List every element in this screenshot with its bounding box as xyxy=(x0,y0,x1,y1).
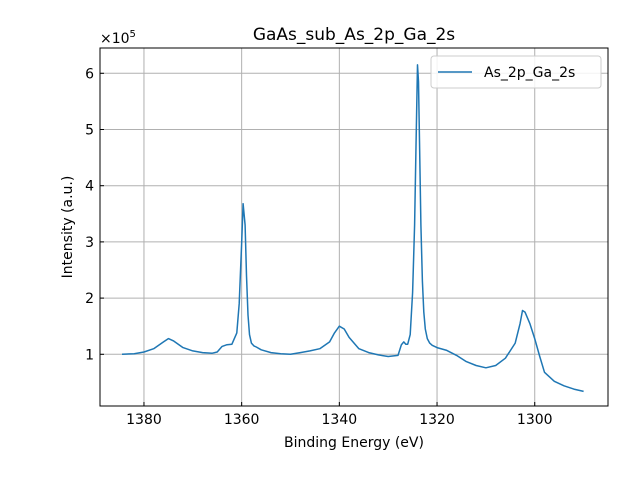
x-axis: 1380 1360 1340 1320 1300 xyxy=(126,402,553,428)
y-axis-title: Intensity (a.u.) xyxy=(60,176,76,279)
legend-entry-as-2p-ga-2s: As_2p_Ga_2s xyxy=(484,65,575,81)
y-tick-label: 4 xyxy=(85,179,94,195)
y-scale-exponent: 5 xyxy=(130,29,136,40)
legend: As_2p_Ga_2s xyxy=(430,55,602,89)
x-tick-label: 1320 xyxy=(419,412,455,428)
y-tick-label: 2 xyxy=(85,291,94,307)
y-tick-label: 1 xyxy=(85,347,94,363)
x-tick-label: 1300 xyxy=(517,412,553,428)
y-scale-label: ×105 xyxy=(100,29,136,47)
x-tick-label: 1360 xyxy=(224,412,260,428)
y-scale-multiplier: ×10 xyxy=(100,31,130,47)
y-tick-label: 5 xyxy=(85,122,94,138)
plot-frame xyxy=(99,47,609,407)
grid xyxy=(100,48,608,406)
legend-box xyxy=(430,55,602,89)
chart-title: GaAs_sub_As_2p_Ga_2s xyxy=(253,25,455,45)
y-tick-label: 3 xyxy=(85,235,94,251)
plot-background xyxy=(100,48,608,406)
x-axis-title: Binding Energy (eV) xyxy=(284,435,424,451)
y-tick-label: 6 xyxy=(85,66,94,82)
data-lines xyxy=(121,64,584,393)
series-line-as-2p-ga-2s xyxy=(121,64,584,393)
x-tick-label: 1380 xyxy=(126,412,162,428)
y-axis: 1 2 3 4 5 6 xyxy=(85,66,104,363)
x-tick-label: 1340 xyxy=(322,412,358,428)
